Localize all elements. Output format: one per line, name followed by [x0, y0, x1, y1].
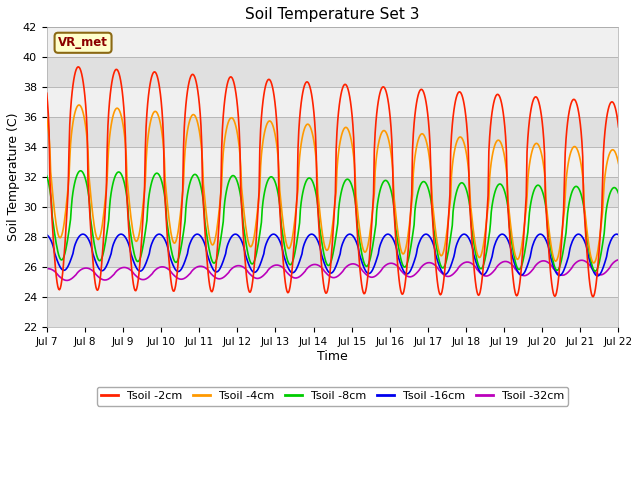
Bar [47, 57, 618, 87]
X-axis label: Time: Time [317, 349, 348, 362]
Bar [47, 87, 618, 117]
Y-axis label: Soil Temperature (C): Soil Temperature (C) [7, 113, 20, 241]
Bar [47, 237, 618, 267]
Bar [47, 267, 618, 297]
Bar [47, 27, 618, 57]
Bar [47, 297, 618, 327]
Text: VR_met: VR_met [58, 36, 108, 49]
Legend: Tsoil -2cm, Tsoil -4cm, Tsoil -8cm, Tsoil -16cm, Tsoil -32cm: Tsoil -2cm, Tsoil -4cm, Tsoil -8cm, Tsoi… [97, 386, 568, 406]
Bar [47, 117, 618, 147]
Title: Soil Temperature Set 3: Soil Temperature Set 3 [245, 7, 420, 22]
Bar [47, 147, 618, 177]
Bar [47, 207, 618, 237]
Bar [47, 177, 618, 207]
